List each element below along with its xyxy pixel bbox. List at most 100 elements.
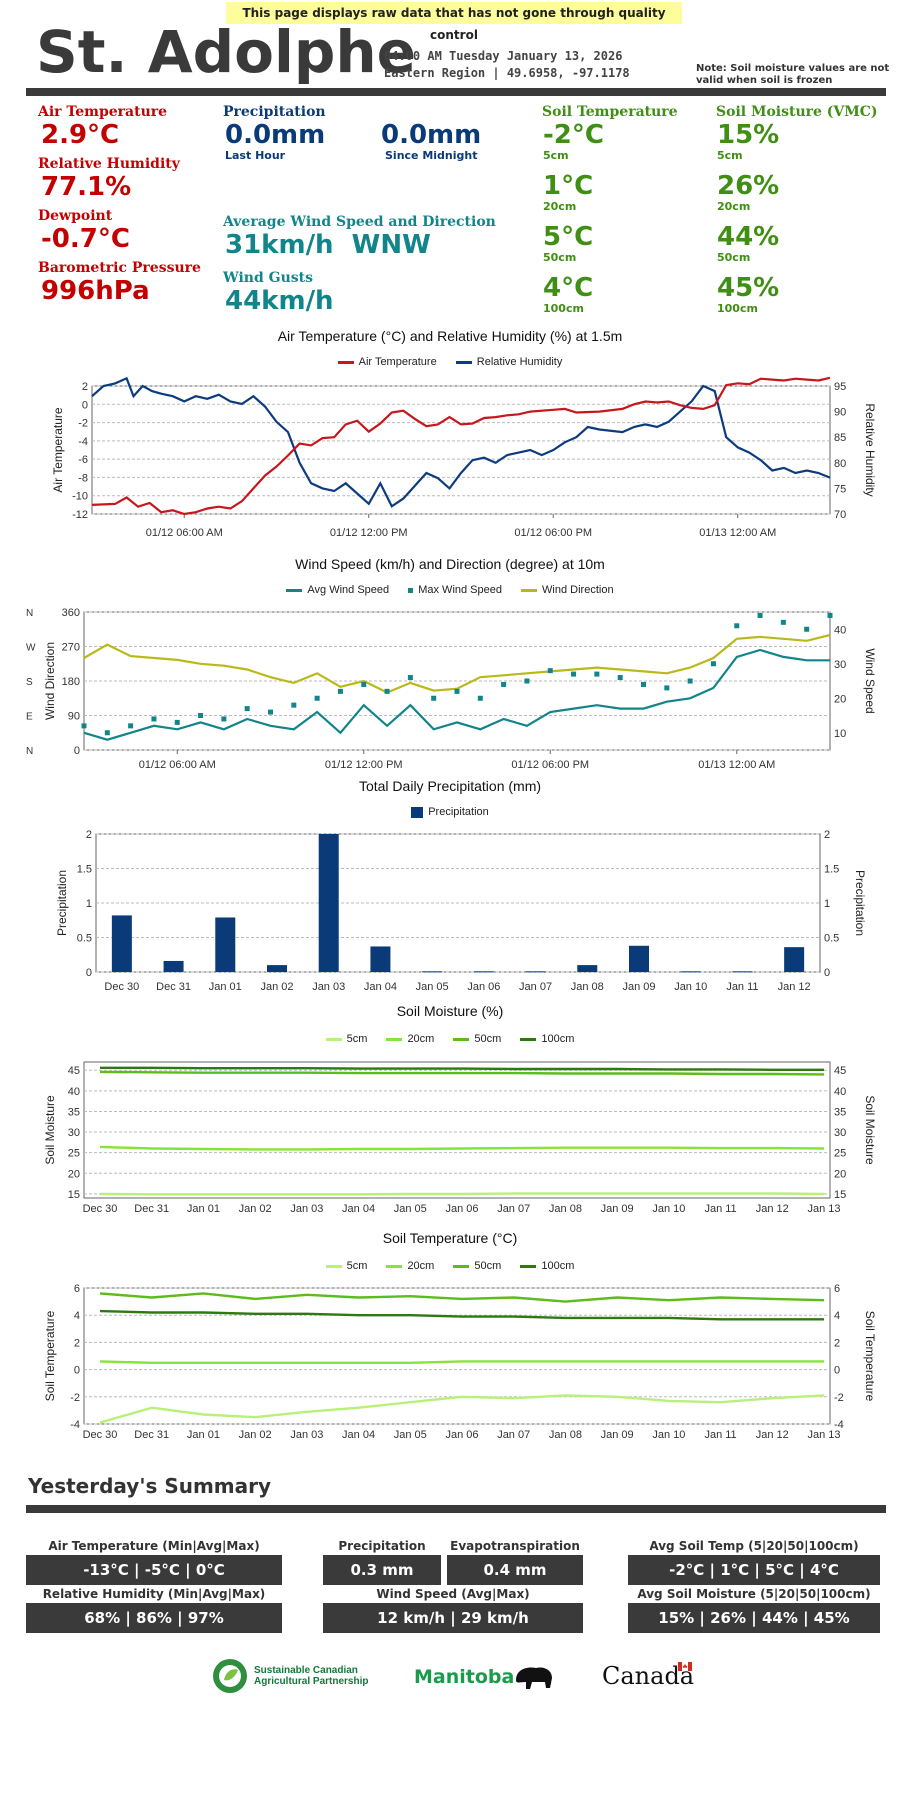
legend-item-precip[interactable]: Precipitation <box>411 806 489 818</box>
max-wind-point <box>174 719 180 725</box>
legend-swatch <box>411 806 424 818</box>
x-tick-label: 01/13 12:00 AM <box>699 527 776 539</box>
legend-temp-rh[interactable]: Air Temperature Relative Humidity <box>0 356 900 368</box>
legend-soil-moisture[interactable]: 5cm 20cm 50cm 100cm <box>0 1033 900 1045</box>
precip-bar <box>577 965 598 972</box>
legend-item-100cm[interactable]: 100cm <box>520 1260 574 1272</box>
compass-label: N <box>26 608 33 619</box>
x-tick-label: Jan 08 <box>571 981 604 993</box>
legend-item-50cm[interactable]: 50cm <box>453 1033 501 1045</box>
y-tick-label: 0.5 <box>77 933 92 945</box>
summary-wind-value: 12 km/h | 29 km/h <box>323 1603 583 1633</box>
chart-title-temp-rh: Air Temperature (°C) and Relative Humidi… <box>277 328 623 344</box>
y2-tick-label: 75 <box>834 483 846 495</box>
legend-item-50cm[interactable]: 50cm <box>453 1260 501 1272</box>
x-tick-label: Jan 03 <box>312 981 345 993</box>
y2-tick-label: 30 <box>834 1127 846 1139</box>
legend-wind[interactable]: Avg Wind Speed Max Wind Speed Wind Direc… <box>0 584 900 596</box>
legend-item-5cm[interactable]: 5cm <box>325 1260 368 1272</box>
x-tick-label: Jan 01 <box>187 1203 220 1215</box>
x-tick-label: Jan 06 <box>445 1429 478 1441</box>
max-wind-point <box>734 623 740 629</box>
y-axis-label: Air Temperature <box>51 407 65 492</box>
y-tick-label: 35 <box>68 1106 80 1118</box>
precip-bar <box>680 971 701 973</box>
x-tick-label: Jan 11 <box>726 981 758 993</box>
y2-tick-label: 85 <box>834 432 846 444</box>
max-wind-point <box>477 695 483 701</box>
soil-20cm-series-line <box>99 1145 825 1151</box>
legend-label: Air Temperature <box>358 356 437 368</box>
legend-item-20cm[interactable]: 20cm <box>386 1033 434 1045</box>
plot-area <box>83 1287 831 1425</box>
x-tick-label: Jan 04 <box>342 1429 375 1441</box>
y2-tick-label: 45 <box>834 1065 846 1077</box>
y2-axis-label: Soil Temperature <box>863 1311 877 1402</box>
legend-item-air-temp[interactable]: Air Temperature <box>337 356 437 368</box>
legend-swatch <box>453 1037 470 1041</box>
scap-text: Sustainable Canadian Agricultural Partne… <box>254 1665 384 1687</box>
x-tick-label: Jan 09 <box>601 1429 634 1441</box>
y-tick-label: 0 <box>86 967 92 979</box>
y-tick-label: 360 <box>62 607 80 619</box>
legend-item-20cm[interactable]: 20cm <box>386 1260 434 1272</box>
summary-evap-label: Evapotranspiration <box>450 1539 580 1553</box>
y-tick-label: 90 <box>68 711 80 723</box>
dewpoint-value: -0.7°C <box>41 224 130 254</box>
max-wind-point <box>314 695 320 701</box>
current-left-column: Air Temperature 2.9°C Relative Humidity … <box>38 104 218 306</box>
max-wind-point <box>804 626 810 632</box>
y2-tick-label: 35 <box>834 1106 846 1118</box>
x-tick-label: 01/12 06:00 AM <box>139 759 216 770</box>
scap-line-2: Agricultural Partnership <box>254 1676 369 1687</box>
soil-moisture-value: 45% <box>717 273 780 303</box>
legend-label: 20cm <box>407 1033 435 1045</box>
avg-wind-series-line <box>83 648 830 741</box>
soil-moisture-note: Note: Soil moisture values are not valid… <box>696 63 890 86</box>
y-tick-label: -2 <box>70 1392 80 1404</box>
legend-precip[interactable]: Precipitation <box>0 806 900 818</box>
legend-item-5cm[interactable]: 5cm <box>325 1033 367 1045</box>
x-tick-label: 01/12 06:00 PM <box>514 527 592 539</box>
legend-item-wind-direction[interactable]: Wind Direction <box>521 584 614 596</box>
precip-bar <box>111 915 132 972</box>
x-tick-label: Jan 08 <box>549 1203 582 1215</box>
y2-tick-label: 4 <box>834 1310 840 1322</box>
legend-item-max-wind[interactable]: Max Wind Speed <box>408 584 502 596</box>
compass-label: N <box>26 746 33 757</box>
max-wind-point <box>687 678 693 684</box>
y-tick-label: -12 <box>72 509 88 521</box>
max-wind-point <box>337 688 343 694</box>
legend-item-humidity[interactable]: Relative Humidity <box>455 356 562 368</box>
x-tick-label: Jan 06 <box>467 981 500 993</box>
pressure-value: 996hPa <box>41 276 150 306</box>
legend-item-avg-wind[interactable]: Avg Wind Speed <box>286 584 389 596</box>
y-tick-label: -2 <box>78 418 88 430</box>
x-tick-label: Jan 05 <box>394 1203 427 1215</box>
max-wind-point <box>104 730 110 736</box>
station-region: Eastern Region | 49.6958, -97.1178 <box>384 66 630 80</box>
scap-line-1: Sustainable Canadian <box>254 1665 358 1676</box>
y2-tick-label: 90 <box>834 407 846 419</box>
chart-soil-temp: 6 4 2 0 -2 -4 6 4 2 0 -2 -4 Soil Temperature Soil Tem… <box>43 1283 877 1441</box>
plot-area <box>83 1061 831 1199</box>
max-wind-point <box>198 713 204 718</box>
observation-datetime: 04:00 AM Tuesday January 13, 2026 <box>384 49 623 63</box>
wind-direction-series-line <box>83 633 831 694</box>
soil-moisture-depth: 50cm <box>717 251 751 264</box>
air-temp-label: Air Temperature <box>38 104 168 120</box>
legend-label: 50cm <box>474 1033 502 1045</box>
summary-evap-value: 0.4 mm <box>447 1555 583 1585</box>
legend-swatch <box>337 360 354 364</box>
x-tick-label: Jan 02 <box>239 1429 272 1441</box>
y-tick-label: 1 <box>86 898 92 910</box>
legend-swatch <box>521 588 538 592</box>
legend-swatch <box>286 588 303 592</box>
legend-label: 5cm <box>346 1260 368 1272</box>
legend-swatch <box>386 1037 403 1041</box>
max-wind-point <box>547 668 553 674</box>
legend-item-100cm[interactable]: 100cm <box>520 1033 574 1045</box>
x-tick-label: Jan 03 <box>290 1203 323 1215</box>
max-wind-point <box>268 709 273 715</box>
legend-soil-temp[interactable]: 5cm 20cm 50cm 100cm <box>0 1260 900 1272</box>
